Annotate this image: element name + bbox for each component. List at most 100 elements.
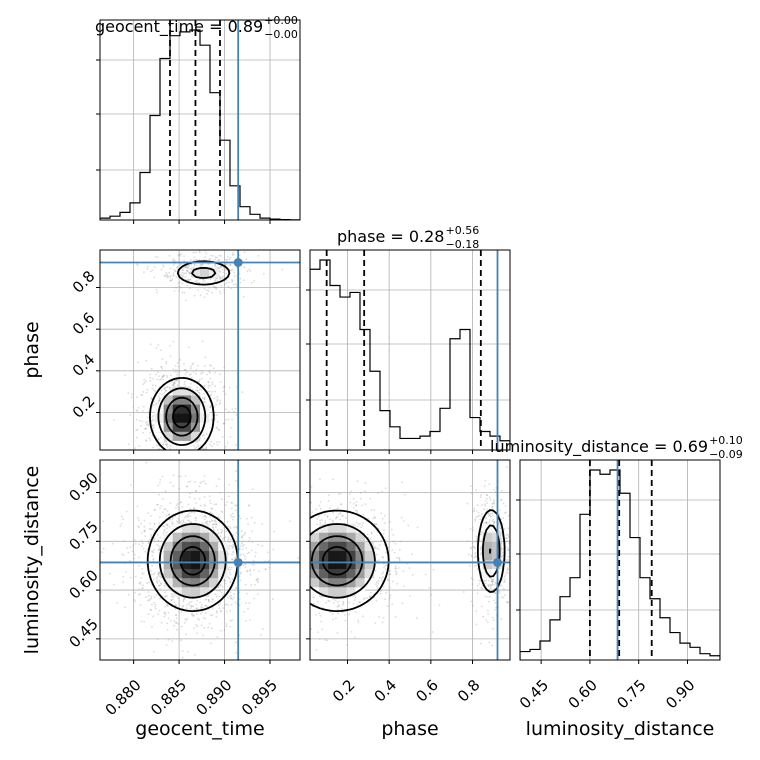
scatter-point — [378, 576, 381, 579]
scatter-point — [271, 593, 273, 595]
scatter-point — [489, 515, 492, 518]
scatter-point — [166, 276, 169, 279]
scatter-point — [148, 594, 150, 597]
scatter-point — [344, 517, 347, 520]
scatter-point — [163, 374, 165, 377]
density-cell — [491, 532, 502, 543]
scatter-point — [221, 268, 224, 270]
scatter-point — [229, 436, 232, 438]
scatter-point — [165, 595, 167, 598]
scatter-point — [222, 271, 225, 274]
scatter-point — [381, 490, 383, 493]
scatter-point — [156, 503, 159, 506]
scatter-point — [186, 457, 188, 459]
scatter-point — [293, 621, 295, 623]
panel-frame — [99, 19, 301, 221]
scatter-point — [175, 628, 178, 631]
scatter-point — [182, 519, 185, 522]
scatter-point — [277, 521, 279, 523]
scatter-point — [158, 572, 161, 574]
scatter-point — [158, 399, 160, 402]
scatter-point — [141, 545, 143, 547]
x-tick-label: 0.890 — [193, 676, 236, 719]
scatter-point — [502, 554, 504, 557]
scatter-point — [505, 537, 508, 539]
scatter-point — [474, 547, 476, 550]
scatter-point — [285, 511, 287, 513]
scatter-point — [157, 572, 160, 575]
scatter-point — [208, 520, 211, 523]
scatter-point — [230, 264, 232, 267]
scatter-point — [158, 375, 160, 377]
scatter-point — [341, 514, 343, 517]
scatter-point — [511, 583, 513, 585]
scatter-point — [129, 576, 132, 579]
scatter-point — [192, 371, 195, 373]
scatter-point — [480, 552, 483, 555]
scatter-point — [227, 410, 230, 413]
scatter-point — [258, 532, 260, 534]
scatter-point — [195, 446, 198, 449]
scatter-point — [212, 526, 215, 529]
scatter-point — [162, 458, 164, 460]
scatter-point — [284, 546, 286, 548]
scatter-point — [212, 367, 215, 370]
scatter-point — [166, 629, 169, 631]
scatter-point — [218, 254, 221, 257]
scatter-point — [224, 393, 227, 395]
scatter-point — [286, 570, 288, 572]
scatter-point — [137, 264, 139, 267]
scatter-point — [202, 448, 204, 450]
scatter-point — [391, 549, 394, 551]
scatter-point — [223, 537, 226, 540]
scatter-point — [135, 409, 138, 412]
density-cell — [482, 550, 493, 561]
density-cell — [163, 541, 174, 552]
scatter-point — [244, 531, 247, 534]
scatter-point — [155, 454, 157, 456]
scatter-point — [308, 557, 310, 559]
scatter-point — [362, 522, 365, 524]
scatter-point — [140, 540, 143, 542]
scatter-point — [374, 547, 376, 550]
scatter-point — [375, 559, 378, 562]
scatter-point — [230, 269, 233, 271]
scatter-point — [230, 507, 233, 510]
scatter-point — [125, 510, 128, 513]
x-tick-label: 0.8 — [454, 676, 484, 706]
scatter-point — [175, 617, 178, 620]
scatter-point — [220, 591, 223, 594]
scatter-point — [337, 493, 340, 496]
scatter-point — [251, 541, 254, 543]
scatter-point — [335, 516, 338, 519]
scatter-point — [249, 270, 252, 272]
scatter-point — [354, 611, 357, 613]
scatter-point — [484, 582, 487, 585]
density-cell — [163, 578, 174, 588]
scatter-point — [242, 545, 244, 548]
scatter-point — [499, 499, 502, 501]
scatter-point — [215, 286, 217, 289]
scatter-point — [165, 360, 167, 363]
scatter-point — [151, 424, 154, 427]
scatter-point — [284, 528, 286, 530]
scatter-point — [469, 528, 472, 530]
scatter-point — [191, 388, 194, 391]
x-axis-label-luminosity_distance: luminosity_distance — [526, 718, 715, 740]
scatter-point — [198, 391, 200, 394]
scatter-point — [251, 530, 254, 533]
scatter-point — [211, 445, 213, 448]
scatter-point — [321, 606, 324, 609]
scatter-point — [302, 531, 304, 533]
scatter-point — [221, 386, 224, 389]
scatter-point — [484, 479, 487, 482]
scatter-point — [189, 278, 192, 281]
scatter-point — [235, 283, 237, 286]
scatter-point — [306, 555, 308, 557]
scatter-point — [317, 515, 320, 518]
scatter-point — [375, 522, 378, 525]
scatter-point — [145, 563, 148, 566]
scatter-point — [164, 387, 166, 390]
scatter-point — [169, 481, 172, 484]
